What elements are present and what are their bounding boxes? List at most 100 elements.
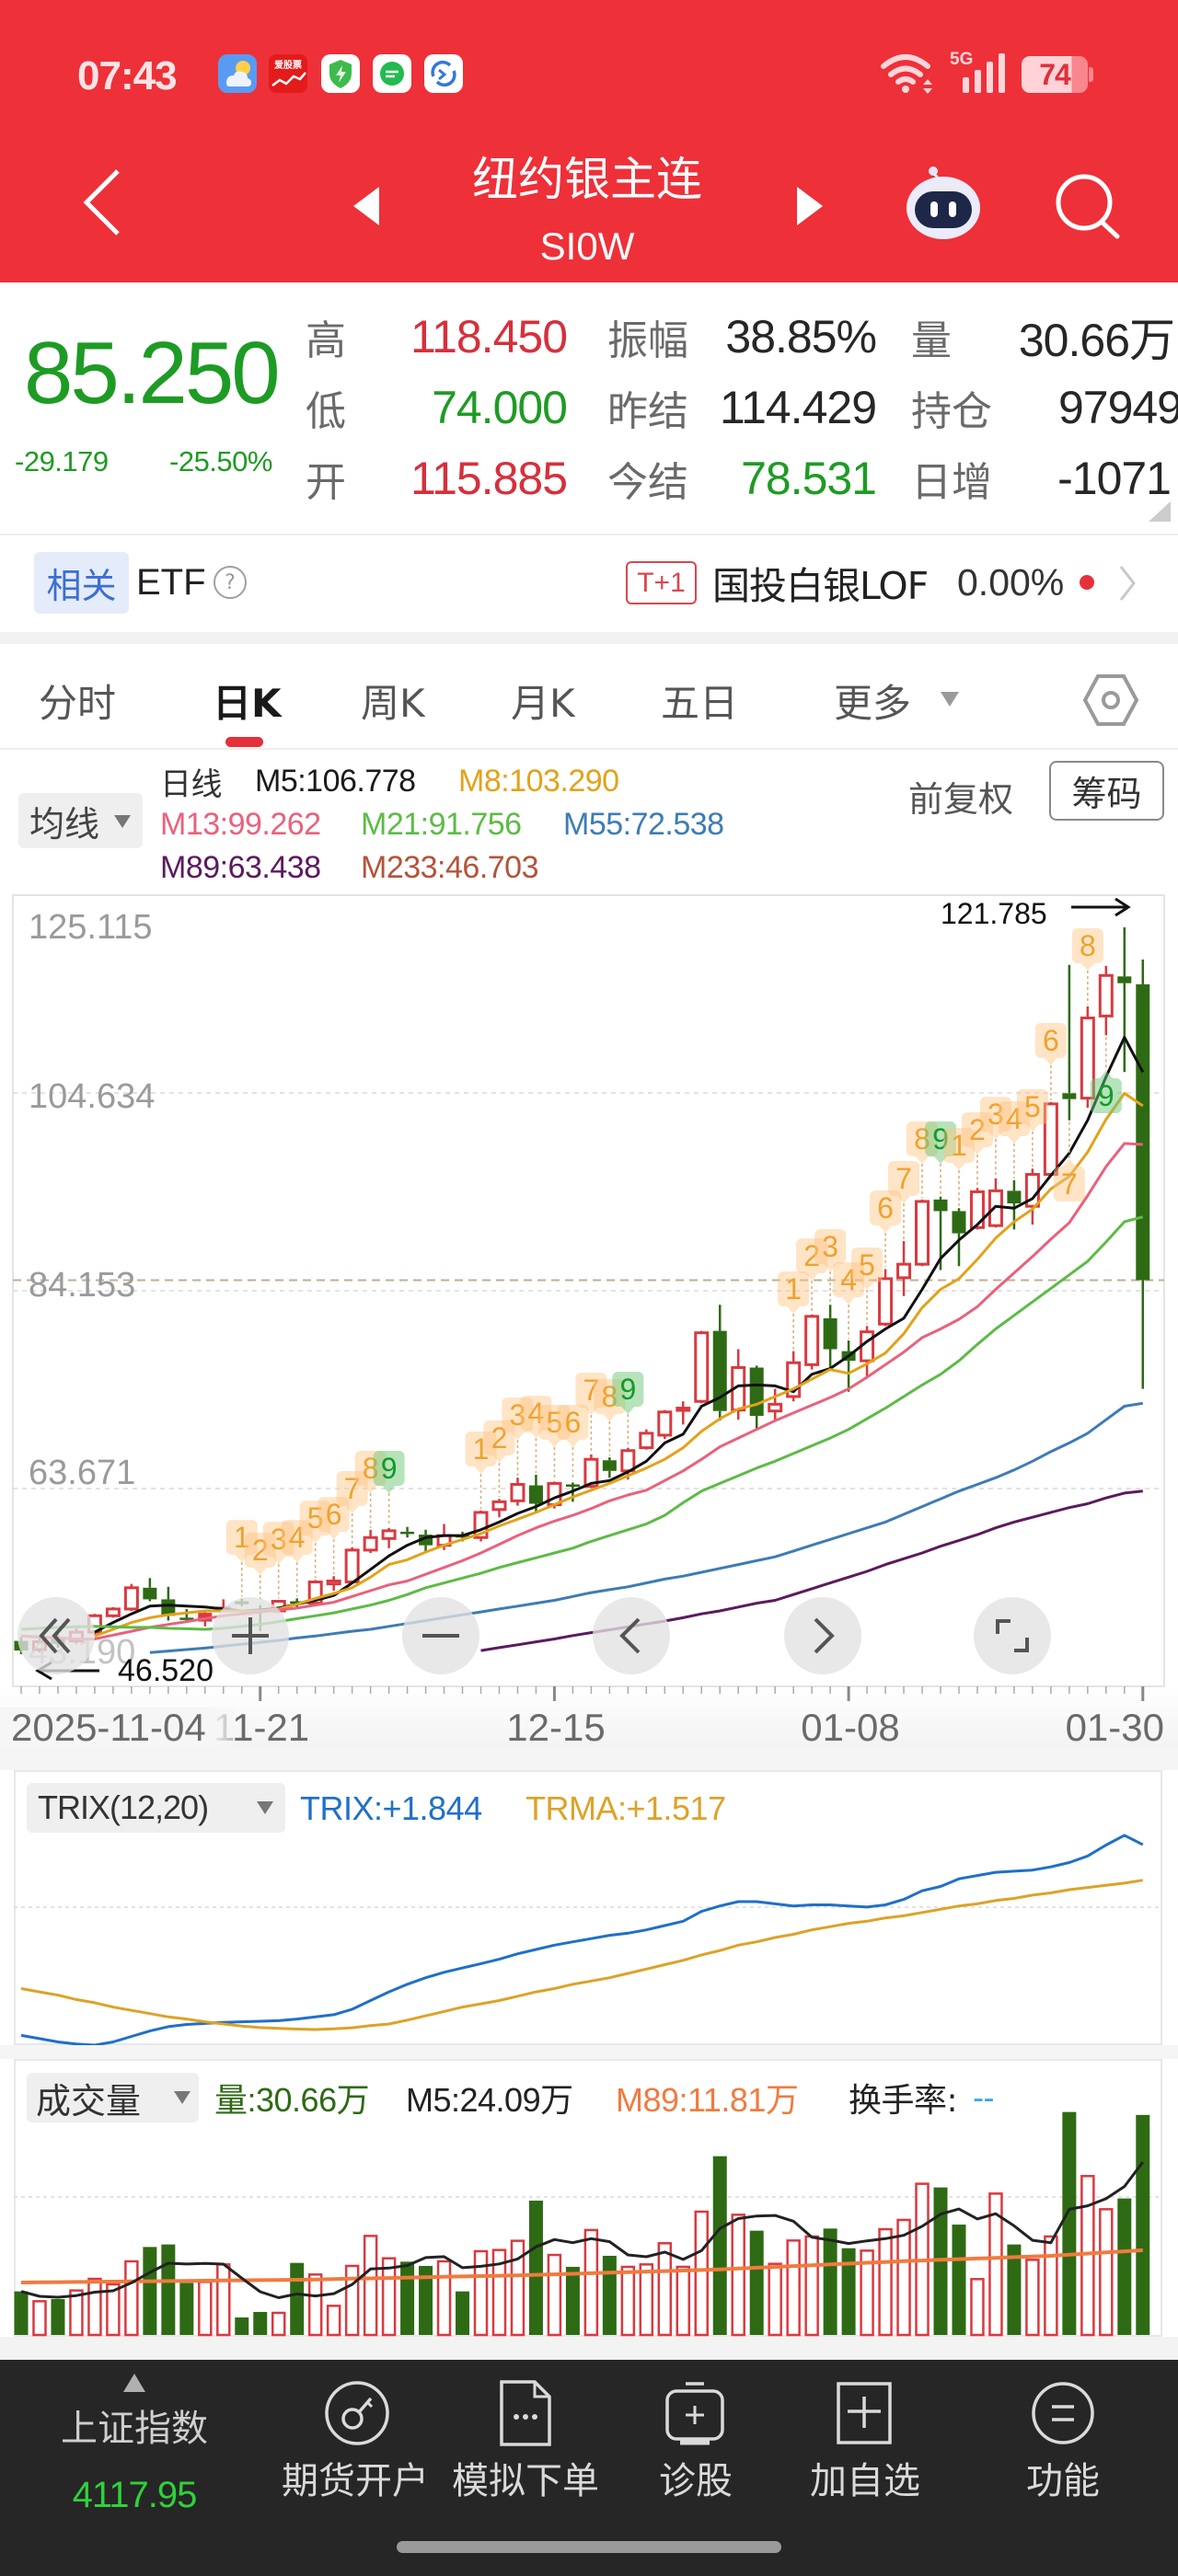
- search-icon[interactable]: [1049, 169, 1126, 243]
- ma89-legend: M89:63.438: [160, 849, 321, 885]
- td-sequence-label: 5: [851, 1248, 884, 1325]
- volume-bar: [344, 2264, 360, 2337]
- etf-help-icon[interactable]: ?: [214, 566, 247, 599]
- volume-bar: [694, 2210, 710, 2337]
- amplitude-label: 振幅: [607, 317, 688, 364]
- sync-app-icon: [424, 54, 463, 93]
- td-sequence-label: 3: [979, 1097, 1011, 1177]
- low-label: 低: [306, 388, 346, 435]
- volume-bar: [583, 2228, 599, 2337]
- volume-bar: [179, 2283, 194, 2335]
- volume-bar: [1007, 2244, 1022, 2335]
- period-high-marker: 121.785: [941, 896, 1047, 930]
- td-sequence-label: 7: [888, 1160, 920, 1239]
- zoom-out-button[interactable]: [402, 1597, 479, 1674]
- open-label: 开: [306, 459, 346, 506]
- double-chevron-left-icon: [39, 1617, 71, 1654]
- tab-weekly-k[interactable]: 周K: [361, 680, 425, 726]
- volume-ma89: M89:11.81万: [616, 2081, 799, 2119]
- dropdown-triangle-icon[interactable]: [941, 692, 959, 707]
- menu-circle-icon[interactable]: [1026, 2376, 1100, 2450]
- ma-selector[interactable]: 均线: [18, 793, 143, 848]
- candlestick: [363, 1529, 378, 1554]
- volume-bar: [307, 2273, 323, 2337]
- svg-text:4: 4: [1006, 1102, 1022, 1135]
- indicator-selector[interactable]: TRIX(12,20): [27, 1783, 285, 1833]
- key-circle-icon[interactable]: [320, 2376, 394, 2450]
- tab-intraday[interactable]: 分时: [39, 680, 117, 726]
- diagnose-stock-button[interactable]: 诊股: [659, 2460, 733, 2502]
- home-indicator[interactable]: [397, 2541, 781, 2553]
- volume-current: 量:30.66万: [214, 2081, 370, 2119]
- x-axis-ticks: [20, 1686, 1145, 1701]
- svg-text:1: 1: [785, 1272, 802, 1305]
- volume-bar: [106, 2283, 121, 2337]
- back-chevron-icon[interactable]: [77, 166, 125, 239]
- oi-change-label: 日增: [911, 459, 992, 506]
- volume-bar: [804, 2235, 819, 2337]
- td-sequence-label: 4: [998, 1101, 1030, 1179]
- prev-contract-arrow-icon[interactable]: [350, 184, 383, 228]
- aigupiao-app-icon: 爱股票: [269, 54, 307, 93]
- dropdown-triangle-icon: [257, 1801, 273, 1814]
- tab-monthly-k[interactable]: 月K: [511, 680, 575, 726]
- chart-settings-icon[interactable]: [1082, 673, 1139, 727]
- tab-five-day[interactable]: 五日: [661, 680, 739, 726]
- open-interest-value: 97949: [1057, 382, 1178, 433]
- fullscreen-button[interactable]: [974, 1597, 1051, 1674]
- td-sequence-label: 6: [318, 1497, 350, 1575]
- ma-selector-label: 均线: [29, 803, 100, 845]
- chevron-right-icon[interactable]: [1115, 563, 1139, 604]
- add-to-watchlist-button[interactable]: 加自选: [810, 2460, 920, 2502]
- high-value: 118.450: [410, 311, 568, 362]
- zoom-in-button[interactable]: [212, 1597, 289, 1674]
- volume-selector-label: 成交量: [36, 2080, 142, 2122]
- index-value: 4117.95: [72, 2474, 198, 2515]
- related-fund-name[interactable]: 国投白银LOF: [712, 564, 929, 608]
- ai-assistant-robot-icon[interactable]: [902, 164, 985, 241]
- open-futures-account-button[interactable]: 期货开户: [282, 2460, 429, 2502]
- battery-indicator: 74: [1022, 56, 1088, 93]
- price-adjust-toggle[interactable]: 前复权: [908, 778, 1014, 820]
- volume-bar: [491, 2248, 507, 2337]
- document-icon[interactable]: [489, 2376, 562, 2450]
- candlestick: [657, 1409, 673, 1440]
- volume-bar: [1062, 2111, 1077, 2335]
- td-sequence-label: 2: [796, 1237, 828, 1313]
- trix-chart[interactable]: [0, 1770, 1178, 2045]
- scroll-to-start-button[interactable]: [17, 1597, 95, 1674]
- index-name[interactable]: 上证指数: [61, 2408, 208, 2450]
- svg-text:3: 3: [987, 1098, 1004, 1131]
- candlestick: [161, 1586, 176, 1621]
- tab-more[interactable]: 更多: [834, 680, 912, 726]
- volume-bar: [456, 2291, 470, 2335]
- chips-distribution-button[interactable]: 筹码: [1049, 761, 1164, 821]
- svg-text:5: 5: [859, 1248, 875, 1282]
- candlestick: [491, 1499, 507, 1518]
- period-low-marker: 46.520: [118, 1652, 214, 1688]
- scroll-right-button[interactable]: [784, 1597, 861, 1674]
- diagnose-stock-icon[interactable]: [658, 2376, 732, 2450]
- add-watchlist-icon[interactable]: [827, 2376, 901, 2450]
- candlestick: [1098, 965, 1114, 1036]
- network-type: 5G: [950, 50, 974, 69]
- expand-quote-corner-icon[interactable]: [1149, 501, 1171, 522]
- y-axis-label: 104.634: [29, 1076, 156, 1116]
- svg-text:5: 5: [547, 1406, 563, 1439]
- candlestick: [1117, 926, 1132, 1073]
- t-plus-1-badge: T+1: [626, 561, 697, 604]
- next-contract-arrow-icon[interactable]: [793, 184, 826, 228]
- wifi-icon: [881, 54, 932, 94]
- volume-chart[interactable]: [0, 2059, 1178, 2337]
- app-icon-text: 爱股票: [274, 59, 302, 71]
- bottom-action-bar: [0, 2360, 1178, 2576]
- scroll-left-button[interactable]: [593, 1597, 670, 1674]
- functions-button[interactable]: 功能: [1026, 2460, 1100, 2502]
- y-axis-label-top: 125.115: [29, 907, 153, 947]
- tab-daily-k[interactable]: 日K: [213, 680, 282, 726]
- simulated-order-button[interactable]: 模拟下单: [452, 2460, 599, 2502]
- svg-text:2: 2: [969, 1113, 986, 1146]
- prev-settle-label: 昨结: [607, 388, 688, 435]
- volume-indicator-selector[interactable]: 成交量: [27, 2073, 199, 2122]
